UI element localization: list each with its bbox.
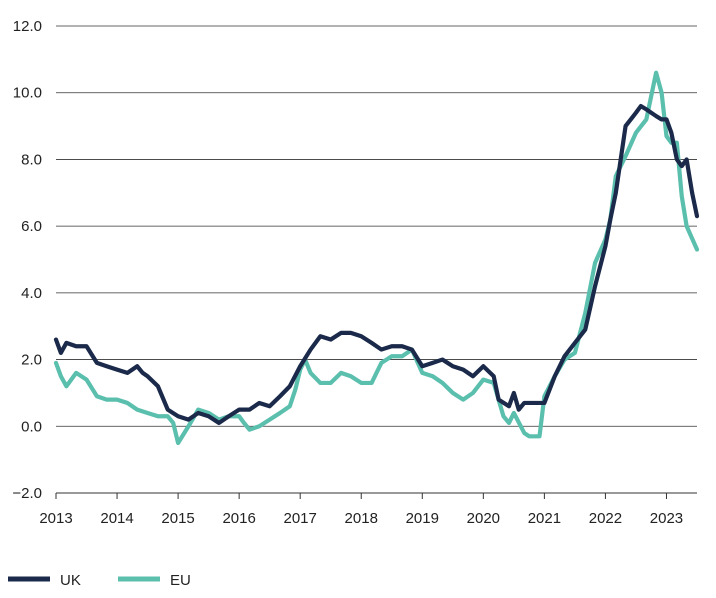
y-tick-label: 4.0	[21, 285, 42, 302]
series-line-uk	[53, 103, 700, 426]
y-tick-label: 0.0	[21, 418, 42, 435]
y-tick-label: −2.0	[12, 485, 42, 502]
y-tick-label: 2.0	[21, 352, 42, 369]
y-tick-label: 8.0	[21, 151, 42, 168]
x-tick-label: 2023	[650, 510, 683, 527]
x-tick-label: 2014	[100, 510, 133, 527]
y-tick-label: 10.0	[13, 85, 42, 102]
x-tick-label: 2021	[528, 510, 561, 527]
x-tick-label: 2019	[406, 510, 439, 527]
y-tick-label: 12.0	[13, 18, 42, 35]
x-tick-label: 2020	[467, 510, 500, 527]
y-tick-label: 6.0	[21, 218, 42, 235]
data-series	[53, 70, 700, 446]
legend-label-uk: UK	[60, 572, 81, 589]
y-axis-tick-labels: −2.0 0.0 2.0 4.0 6.0 8.0 10.0 12.0	[12, 18, 42, 502]
axes	[55, 492, 697, 499]
x-axis-tick-labels: 2013 2014 2015 2016 2017 2018 2019 2020 2021 2022…	[39, 510, 683, 527]
x-tick-label: 2017	[284, 510, 317, 527]
x-tick-label: 2013	[39, 510, 72, 527]
x-tick-label: 2022	[589, 510, 622, 527]
x-tick-label: 2018	[345, 510, 378, 527]
legend: UK EU	[8, 572, 191, 589]
horizontal-gridlines	[56, 25, 697, 427]
legend-label-eu: EU	[170, 572, 191, 589]
x-tick-label: 2016	[222, 510, 255, 527]
x-tick-label: 2015	[161, 510, 194, 527]
